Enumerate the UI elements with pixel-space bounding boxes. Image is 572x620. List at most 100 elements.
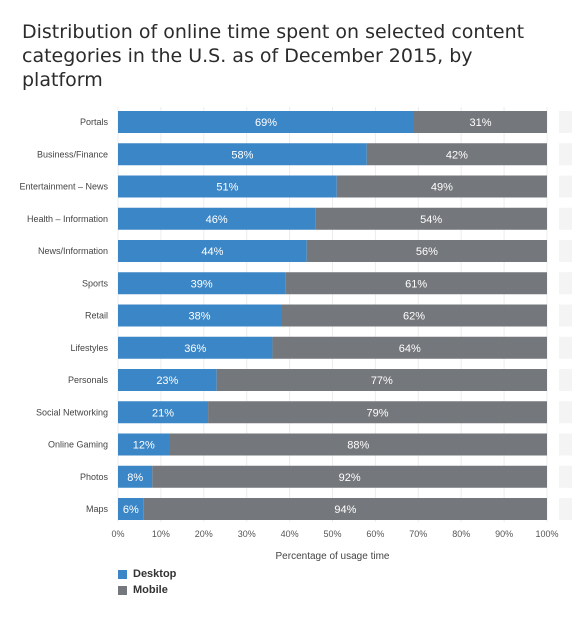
bar-mobile: [285, 272, 547, 295]
data-label: 88%: [347, 440, 369, 452]
data-label: 36%: [184, 343, 206, 355]
bar-desktop: [118, 207, 316, 230]
category-label: Lifestyles: [70, 343, 108, 353]
category-label: Sports: [82, 278, 109, 288]
row-shadow: [559, 465, 572, 488]
row-shadow: [559, 498, 572, 520]
category-label: Photos: [80, 472, 109, 482]
data-label: 49%: [431, 182, 453, 194]
bar-mobile: [414, 111, 547, 133]
data-label: 56%: [416, 246, 438, 258]
bar-desktop: [118, 304, 282, 327]
row-shadow: [559, 336, 572, 359]
bar-mobile: [281, 304, 547, 327]
bar-desktop: [118, 143, 367, 166]
x-tick-label: 10%: [152, 529, 170, 539]
x-tick-label: 100%: [535, 529, 558, 539]
category-label: Maps: [86, 504, 109, 514]
legend-item-desktop[interactable]: Desktop: [118, 566, 176, 582]
bar-desktop: [118, 240, 307, 262]
data-label: 79%: [367, 407, 389, 419]
row-shadow: [559, 369, 572, 391]
category-label: Online Gaming: [48, 440, 108, 450]
x-axis-label: Percentage of usage time: [276, 551, 390, 562]
category-label: Business/Finance: [37, 149, 108, 159]
x-tick-label: 20%: [195, 529, 213, 539]
legend-swatch-mobile: [118, 585, 127, 595]
data-label: 8%: [127, 472, 143, 484]
data-label: 46%: [206, 214, 228, 226]
bar-desktop: [118, 369, 217, 391]
data-label: 92%: [339, 472, 361, 484]
row-shadow: [559, 175, 572, 198]
bar-desktop: [118, 272, 286, 295]
bar-mobile: [336, 175, 547, 198]
x-tick-label: 30%: [238, 529, 256, 539]
bar-mobile: [306, 240, 547, 262]
data-label: 12%: [133, 440, 155, 452]
x-tick-label: 60%: [366, 529, 384, 539]
bar-mobile: [169, 433, 548, 456]
data-label: 21%: [152, 407, 174, 419]
bar-mobile: [143, 498, 548, 520]
data-label: 23%: [156, 375, 178, 387]
bar-desktop: [118, 175, 337, 198]
bar-desktop: [118, 498, 144, 520]
data-label: 62%: [403, 311, 425, 323]
row-shadow: [559, 433, 572, 456]
category-label: Retail: [85, 311, 108, 321]
chart-title: Distribution of online time spent on sel…: [22, 21, 525, 91]
data-label: 54%: [420, 214, 442, 226]
legend: Desktop Mobile: [118, 566, 176, 598]
category-label: Entertainment – News: [19, 182, 108, 192]
x-tick-label: 50%: [323, 529, 341, 539]
data-label: 94%: [334, 504, 356, 516]
category-label: Personals: [68, 375, 109, 385]
bar-mobile: [152, 465, 547, 488]
row-shadow: [559, 240, 572, 262]
category-label: News/Information: [38, 246, 108, 256]
data-label: 64%: [399, 343, 421, 355]
data-label: 6%: [123, 504, 139, 516]
x-tick-label: 80%: [452, 529, 470, 539]
x-tick-label: 70%: [409, 529, 427, 539]
data-label: 42%: [446, 149, 468, 161]
data-label: 51%: [216, 182, 238, 194]
x-tick-label: 0%: [111, 529, 124, 539]
row-shadow: [559, 304, 572, 327]
category-label: Portals: [80, 117, 109, 127]
data-label: 77%: [371, 375, 393, 387]
data-label: 38%: [188, 311, 210, 323]
bar-mobile: [315, 207, 547, 230]
data-label: 31%: [469, 117, 491, 129]
bar-mobile: [272, 336, 547, 359]
legend-label-mobile: Mobile: [133, 584, 168, 596]
legend-item-mobile[interactable]: Mobile: [118, 582, 176, 598]
bar-mobile: [366, 143, 547, 166]
bar-desktop: [118, 401, 209, 424]
bar-desktop: [118, 433, 170, 456]
legend-label-desktop: Desktop: [133, 568, 177, 580]
x-tick-label: 90%: [495, 529, 513, 539]
legend-swatch-desktop: [118, 569, 127, 579]
row-shadow: [559, 272, 572, 295]
data-label: 39%: [191, 278, 213, 290]
bar-desktop: [118, 111, 415, 133]
row-shadow: [559, 401, 572, 424]
bar-desktop: [118, 336, 273, 359]
data-label: 61%: [405, 278, 427, 290]
category-label: Health – Information: [27, 214, 108, 224]
x-tick-label: 40%: [281, 529, 299, 539]
row-shadow: [559, 111, 572, 133]
data-label: 58%: [231, 149, 253, 161]
data-label: 44%: [201, 246, 223, 258]
row-shadow: [559, 143, 572, 166]
category-label: Social Networking: [36, 407, 108, 417]
bar-mobile: [208, 401, 547, 424]
bar-mobile: [216, 369, 548, 391]
data-label: 69%: [255, 117, 277, 129]
bar-desktop: [118, 465, 153, 488]
row-shadow: [559, 207, 572, 230]
